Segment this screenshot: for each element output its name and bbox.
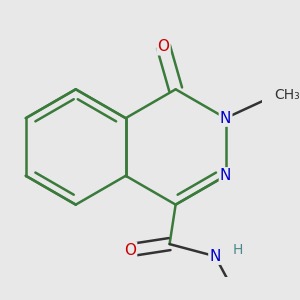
Text: N: N <box>209 249 221 264</box>
Text: O: O <box>124 243 136 258</box>
Text: N: N <box>220 168 231 183</box>
Text: O: O <box>158 39 169 54</box>
Text: H: H <box>233 243 243 257</box>
Text: N: N <box>220 111 231 126</box>
Text: CH₃: CH₃ <box>274 88 300 102</box>
